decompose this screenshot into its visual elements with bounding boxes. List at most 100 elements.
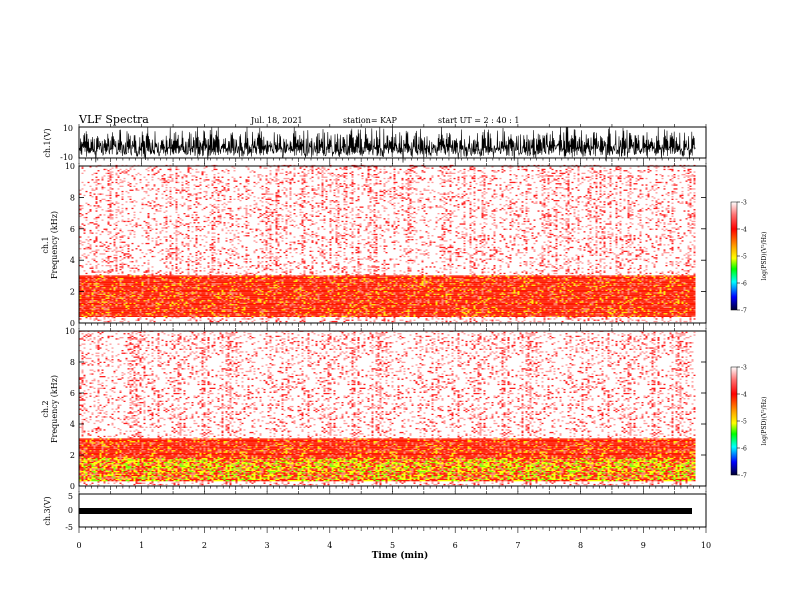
spectrogram-cell bbox=[258, 177, 260, 178]
spectrogram-cell bbox=[120, 169, 122, 170]
spectrogram-cell bbox=[262, 283, 264, 284]
spectrogram-cell bbox=[170, 274, 172, 275]
spectrogram-cell bbox=[126, 285, 128, 286]
spectrogram-cell bbox=[206, 291, 208, 292]
spectrogram-cell bbox=[130, 223, 132, 224]
spectrogram-cell bbox=[222, 312, 224, 313]
spectrogram-cell bbox=[196, 229, 198, 230]
spectrogram-cell bbox=[184, 298, 186, 299]
spectrogram-cell bbox=[254, 305, 256, 306]
spectrogram-cell bbox=[110, 279, 112, 280]
spectrogram-cell bbox=[208, 307, 210, 308]
spectrogram-cell bbox=[106, 295, 108, 296]
spectrogram-cell bbox=[184, 301, 186, 302]
spectrogram-cell bbox=[162, 311, 164, 312]
spectrogram-cell bbox=[192, 303, 194, 304]
spectrogram-cell bbox=[146, 318, 148, 319]
spectrogram-cell bbox=[102, 288, 104, 289]
spectrogram-cell bbox=[124, 300, 126, 301]
spectrogram-cell bbox=[186, 292, 188, 293]
spectrogram-cell bbox=[254, 301, 256, 302]
spectrogram-cell bbox=[186, 244, 188, 245]
spectrogram-cell bbox=[208, 273, 210, 274]
spectrogram-cell bbox=[260, 296, 262, 297]
spectrogram-cell bbox=[156, 303, 158, 304]
spectrogram-cell bbox=[108, 296, 110, 297]
spectrogram-cell bbox=[204, 307, 206, 308]
spectrogram-cell bbox=[124, 316, 126, 317]
spectrogram-cell bbox=[138, 307, 140, 308]
spectrogram-cell bbox=[92, 188, 94, 189]
spectrogram-cell bbox=[172, 313, 174, 314]
spectrogram-cell bbox=[136, 225, 138, 226]
spectrogram-cell bbox=[136, 309, 138, 310]
spectrogram-cell bbox=[274, 308, 276, 309]
spectrogram-cell bbox=[164, 287, 166, 288]
spectrogram-cell bbox=[264, 278, 266, 279]
spectrogram-cell bbox=[124, 311, 126, 312]
spectrogram-cell bbox=[104, 278, 106, 279]
spectrogram-cell bbox=[164, 281, 166, 282]
spectrogram-cell bbox=[154, 314, 156, 315]
spectrogram-cell bbox=[246, 208, 248, 209]
spectrogram-cell bbox=[156, 194, 158, 195]
spectrogram-cell bbox=[134, 179, 136, 180]
spectrogram-cell bbox=[264, 194, 266, 195]
spectrogram-cell bbox=[116, 261, 118, 262]
spectrogram-cell bbox=[128, 296, 130, 297]
spectrogram-cell bbox=[164, 291, 166, 292]
spectrogram-cell bbox=[152, 285, 154, 286]
spectrogram-cell bbox=[130, 301, 132, 302]
spectrogram-cell bbox=[122, 259, 124, 260]
spectrogram-cell bbox=[198, 204, 200, 205]
spectrogram-cell bbox=[116, 173, 118, 174]
spectrogram-cell bbox=[240, 290, 242, 291]
spectrogram-cell bbox=[238, 194, 240, 195]
spectrogram-cell bbox=[152, 292, 154, 293]
spectrogram-cell bbox=[206, 192, 208, 193]
spectrogram-cell bbox=[96, 181, 98, 182]
spectrogram-cell bbox=[166, 309, 168, 310]
spectrogram-cell bbox=[188, 235, 190, 236]
spectrogram-cell bbox=[142, 278, 144, 279]
spectrogram-cell bbox=[246, 227, 248, 228]
spectrogram-cell bbox=[92, 305, 94, 306]
spectrogram-cell bbox=[124, 246, 126, 247]
spectrogram-cell bbox=[172, 275, 174, 276]
spectrogram-cell bbox=[198, 226, 200, 227]
spectrogram-cell bbox=[232, 286, 234, 287]
spectrogram-cell bbox=[176, 203, 178, 204]
spectrogram-cell bbox=[156, 304, 158, 305]
spectrogram-cell bbox=[212, 316, 214, 317]
spectrogram-cell bbox=[194, 305, 196, 306]
spectrogram-cell bbox=[146, 270, 148, 271]
spectrogram-cell bbox=[262, 251, 264, 252]
spectrogram-cell bbox=[162, 287, 164, 288]
spectrogram-cell bbox=[172, 300, 174, 301]
spectrogram-cell bbox=[190, 292, 192, 293]
spectrogram-cell bbox=[108, 277, 110, 278]
spectrogram-cell bbox=[136, 311, 138, 312]
spectrogram-cell bbox=[190, 300, 192, 301]
spectrogram-cell bbox=[208, 265, 210, 266]
spectrogram-cell bbox=[136, 226, 138, 227]
spectrogram-cell bbox=[120, 314, 122, 315]
spectrogram-cell bbox=[272, 281, 274, 282]
spectrogram-cell bbox=[168, 268, 170, 269]
spectrogram-cell bbox=[230, 283, 232, 284]
spectrogram-cell bbox=[224, 295, 226, 296]
spectrogram-cell bbox=[220, 303, 222, 304]
spectrogram-cell bbox=[94, 311, 96, 312]
spectrogram-cell bbox=[146, 230, 148, 231]
spectrogram-cell bbox=[148, 182, 150, 183]
spectrogram-cell bbox=[114, 242, 116, 243]
spectrogram-cell bbox=[142, 305, 144, 306]
spectrogram-cell bbox=[198, 287, 200, 288]
spectrogram-cell bbox=[244, 286, 246, 287]
spectrogram-cell bbox=[148, 304, 150, 305]
spectrogram-cell bbox=[262, 292, 264, 293]
spectrogram-cell bbox=[260, 179, 262, 180]
spectrogram-cell bbox=[142, 203, 144, 204]
station-label: station= KAP bbox=[343, 116, 398, 125]
spectrogram-cell bbox=[148, 195, 150, 196]
